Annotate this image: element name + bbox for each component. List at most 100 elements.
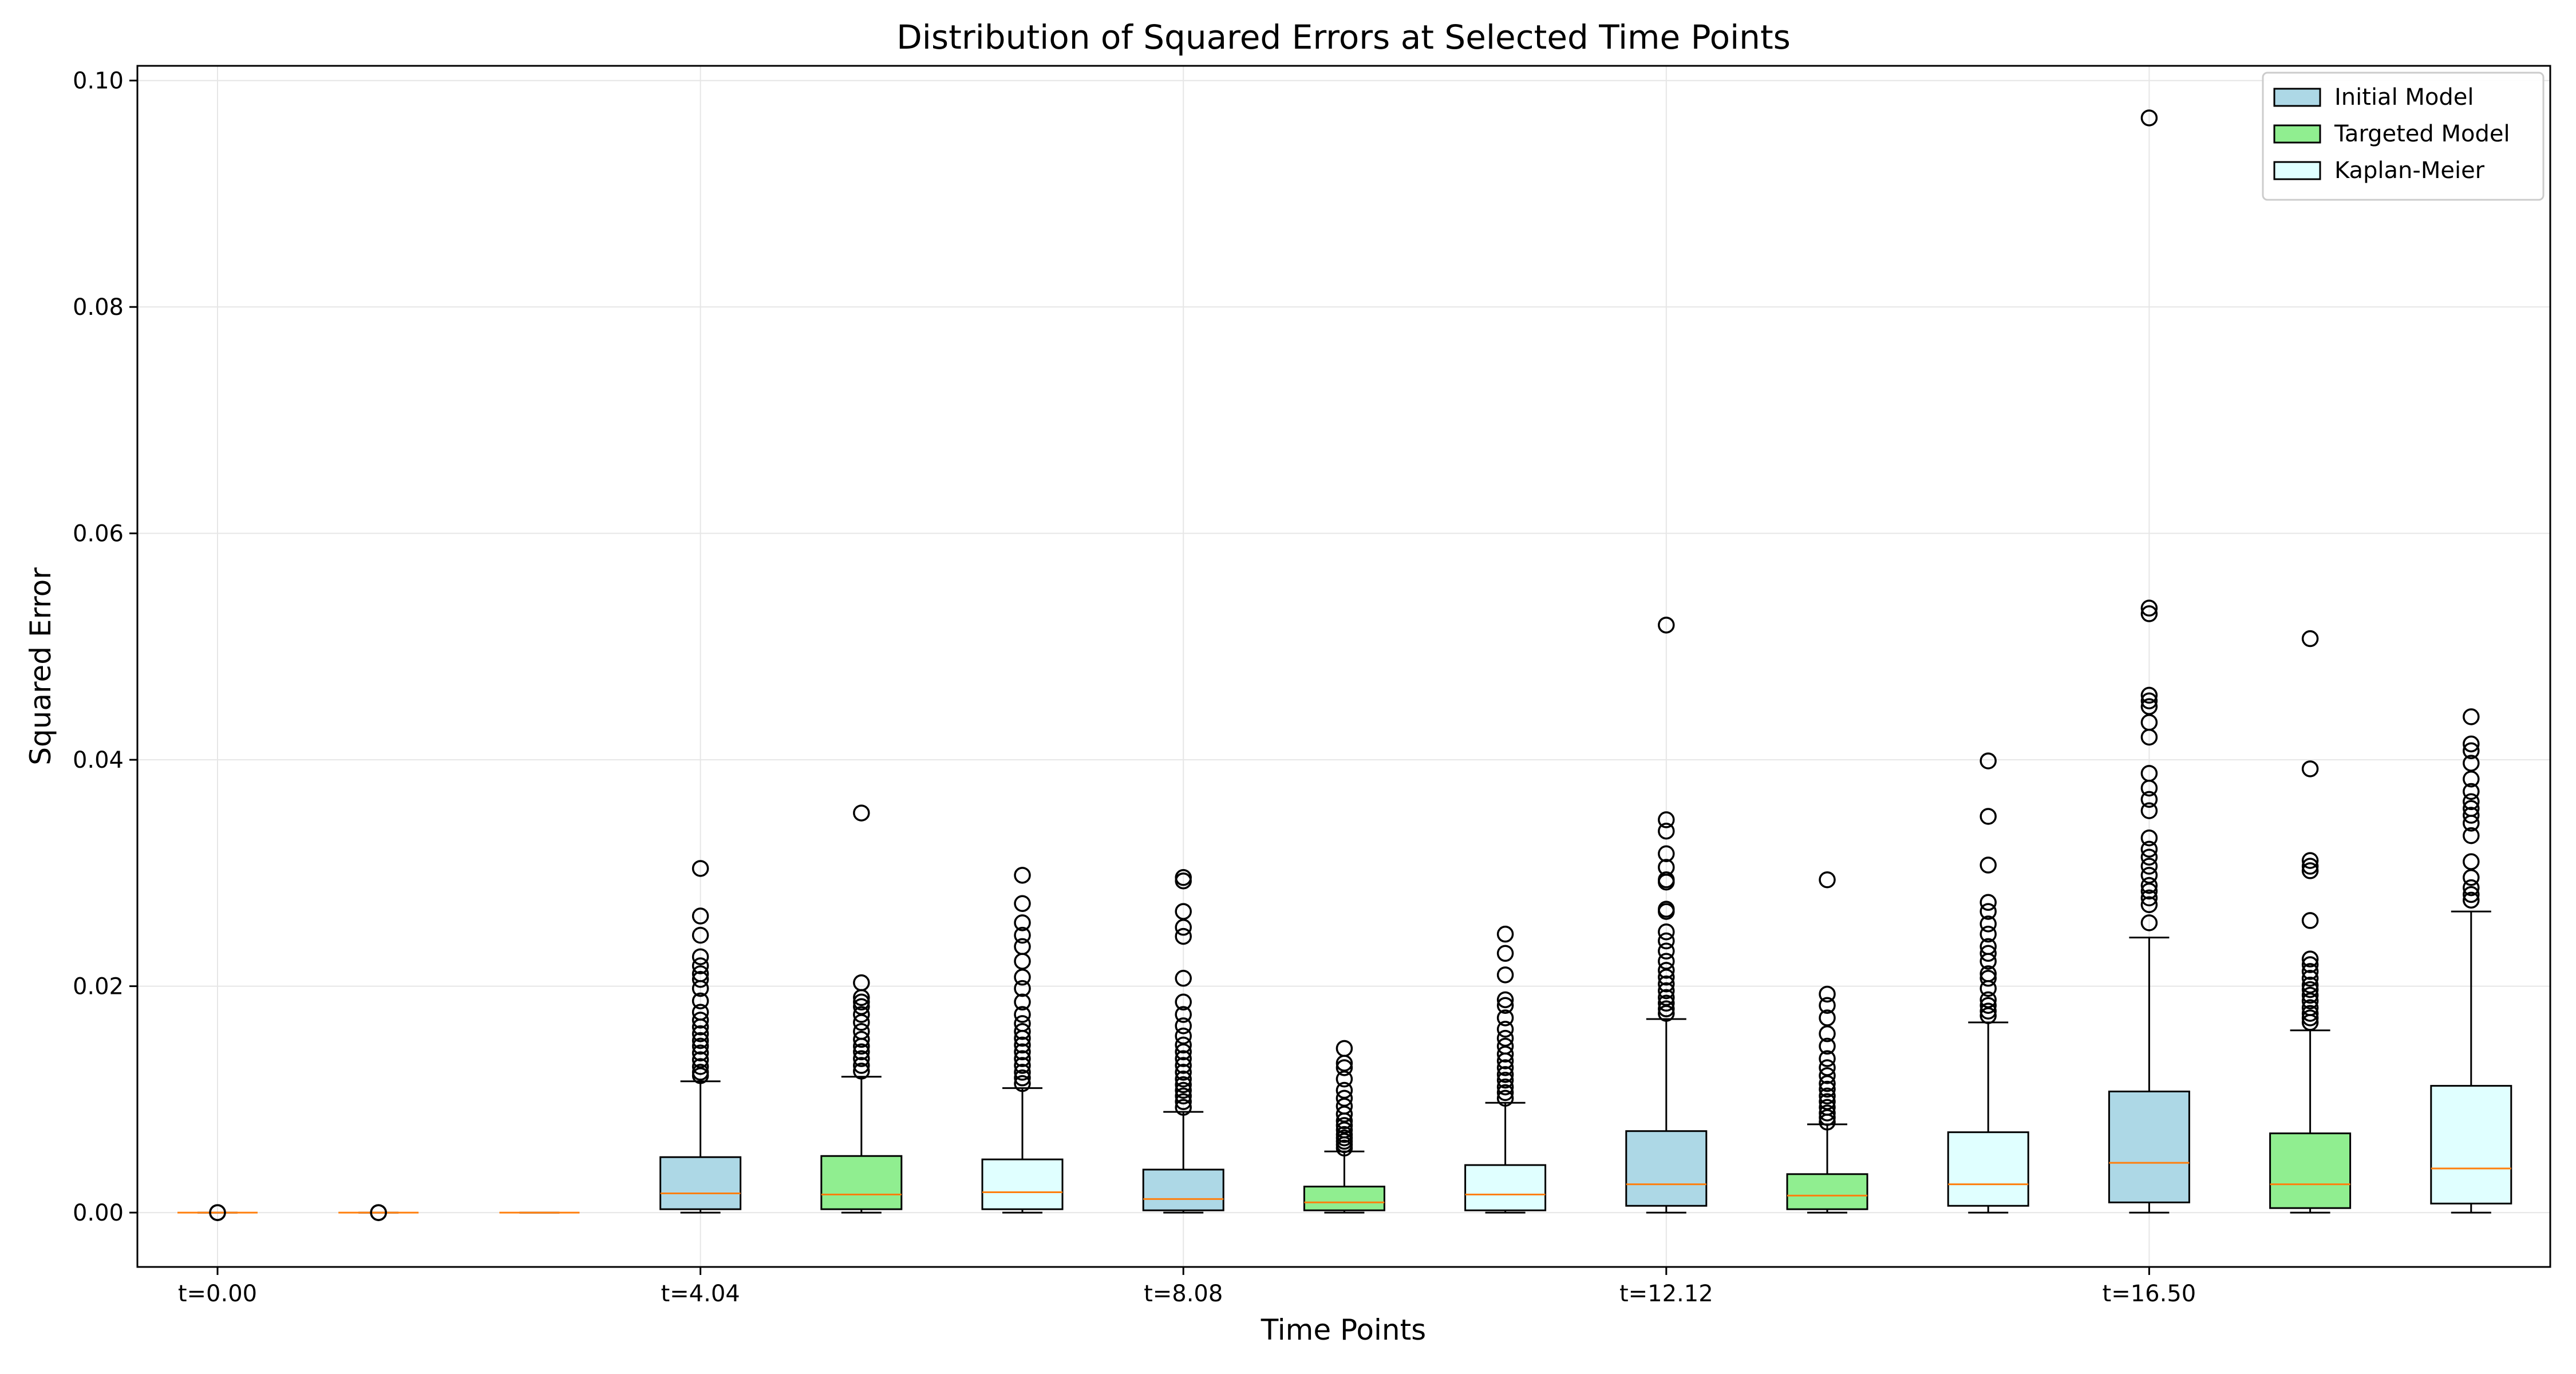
outlier-point <box>1658 617 1675 634</box>
outlier-point <box>1658 994 1675 1012</box>
outlier-point <box>1496 1066 1514 1083</box>
outlier-point <box>853 1022 870 1040</box>
outlier-point <box>1980 997 1997 1014</box>
outlier-point <box>1980 965 1997 982</box>
plot-frame <box>136 65 2551 1268</box>
outlier-point <box>2140 876 2158 894</box>
outlier-point <box>692 1037 709 1055</box>
outlier-point <box>1014 980 1031 997</box>
legend: Initial Model Targeted Model Kaplan-Meier <box>2262 72 2545 201</box>
outlier-point <box>1496 991 1514 1009</box>
outlier-point <box>692 948 709 965</box>
outlier-point <box>2301 963 2319 980</box>
box-body <box>1947 1131 2029 1207</box>
outlier-point <box>1336 1059 1353 1076</box>
x-axis-label: Time Points <box>1261 1313 1426 1347</box>
outlier-point <box>1819 1104 1836 1122</box>
box-body <box>2108 1091 2190 1203</box>
legend-frame <box>2262 72 2545 201</box>
outlier-point <box>853 998 870 1015</box>
box-plot <box>1947 752 2029 1214</box>
outlier-point <box>2463 853 2480 870</box>
outlier-point <box>1819 1087 1836 1105</box>
box-plot <box>1464 925 1547 1214</box>
outlier-point <box>1819 985 1836 1003</box>
outlier-point <box>1014 1015 1031 1032</box>
outlier-point <box>1496 1089 1514 1107</box>
outlier-point <box>1980 752 1997 769</box>
outlier-point <box>2140 896 2158 913</box>
outlier-point <box>1014 867 1031 884</box>
box-plot <box>820 804 903 1214</box>
outlier-point <box>2301 1005 2319 1022</box>
outlier-point <box>1014 926 1031 944</box>
outlier-point <box>1658 845 1675 863</box>
outlier-point <box>1175 970 1192 987</box>
box-plots <box>177 109 2512 1221</box>
outlier-point <box>1980 808 1997 825</box>
outlier-point <box>692 1012 709 1029</box>
y-tick-label: 0.04 <box>73 747 124 773</box>
outlier-point <box>1175 1071 1192 1088</box>
legend-swatch <box>2273 124 2321 144</box>
outlier-point <box>1014 1050 1031 1067</box>
outlier-point <box>1014 1022 1031 1040</box>
outlier-point <box>2140 686 2158 704</box>
outlier-point <box>1980 903 1997 920</box>
box-body <box>1625 1130 1708 1207</box>
box-plot <box>1786 871 1868 1214</box>
outlier-point <box>1819 1067 1836 1084</box>
outlier-point <box>1336 1081 1353 1099</box>
outlier-point <box>2301 1009 2319 1026</box>
outlier-point <box>1980 856 1997 874</box>
box-body <box>1303 1186 1385 1211</box>
box-plot <box>981 867 1064 1214</box>
outlier-point <box>1496 1009 1514 1026</box>
box-body <box>1786 1173 1868 1210</box>
outlier-point <box>1980 1002 1997 1020</box>
outlier-point <box>1014 993 1031 1011</box>
outlier-point <box>2463 735 2480 753</box>
outlier-point <box>1175 1093 1192 1111</box>
outlier-point <box>2301 999 2319 1016</box>
outlier-point <box>2140 802 2158 819</box>
outlier-point <box>1336 1040 1353 1057</box>
outlier-point <box>1658 953 1675 970</box>
outlier-point <box>1496 1084 1514 1101</box>
outlier-point <box>209 1204 226 1221</box>
outlier-point <box>1819 1093 1836 1111</box>
outlier-point <box>1980 970 1997 987</box>
outlier-point <box>692 860 709 877</box>
y-axis-label: Squared Error <box>24 567 57 765</box>
outlier-point <box>1014 1006 1031 1023</box>
outlier-point <box>2140 765 2158 782</box>
outlier-point <box>2463 783 2480 800</box>
outlier-point <box>853 974 870 992</box>
outlier-point <box>1014 1064 1031 1081</box>
x-tick-label: t=16.50 <box>2103 1281 2196 1307</box>
outlier-point <box>1658 901 1675 918</box>
outlier-point <box>1175 1081 1192 1099</box>
outlier-point <box>1496 925 1514 943</box>
outlier-point <box>1658 989 1675 1006</box>
outlier-point <box>1819 1099 1836 1116</box>
outlier-point <box>1175 869 1192 886</box>
outlier-point <box>2140 829 2158 847</box>
outlier-point <box>1658 982 1675 1000</box>
outlier-point <box>2463 827 2480 844</box>
y-tick-label: 0.02 <box>73 974 124 1000</box>
outlier-point <box>2301 956 2319 973</box>
outlier-point <box>2140 605 2158 622</box>
outlier-point <box>1336 1126 1353 1143</box>
outlier-point <box>853 1063 870 1080</box>
box-body <box>1142 1168 1224 1211</box>
outlier-point <box>2140 889 2158 907</box>
outlier-point <box>2140 848 2158 866</box>
axes: 0.00 0.02 0.04 0.06 0.08 0.10 t=0.00 t=4.04 t=8.… <box>73 68 2196 1307</box>
outlier-point <box>1819 1059 1836 1076</box>
outlier-point <box>692 1064 709 1081</box>
outlier-point <box>692 965 709 982</box>
box-plot <box>2269 630 2352 1214</box>
outlier-point <box>1980 938 1997 956</box>
outlier-point <box>1336 1117 1353 1134</box>
